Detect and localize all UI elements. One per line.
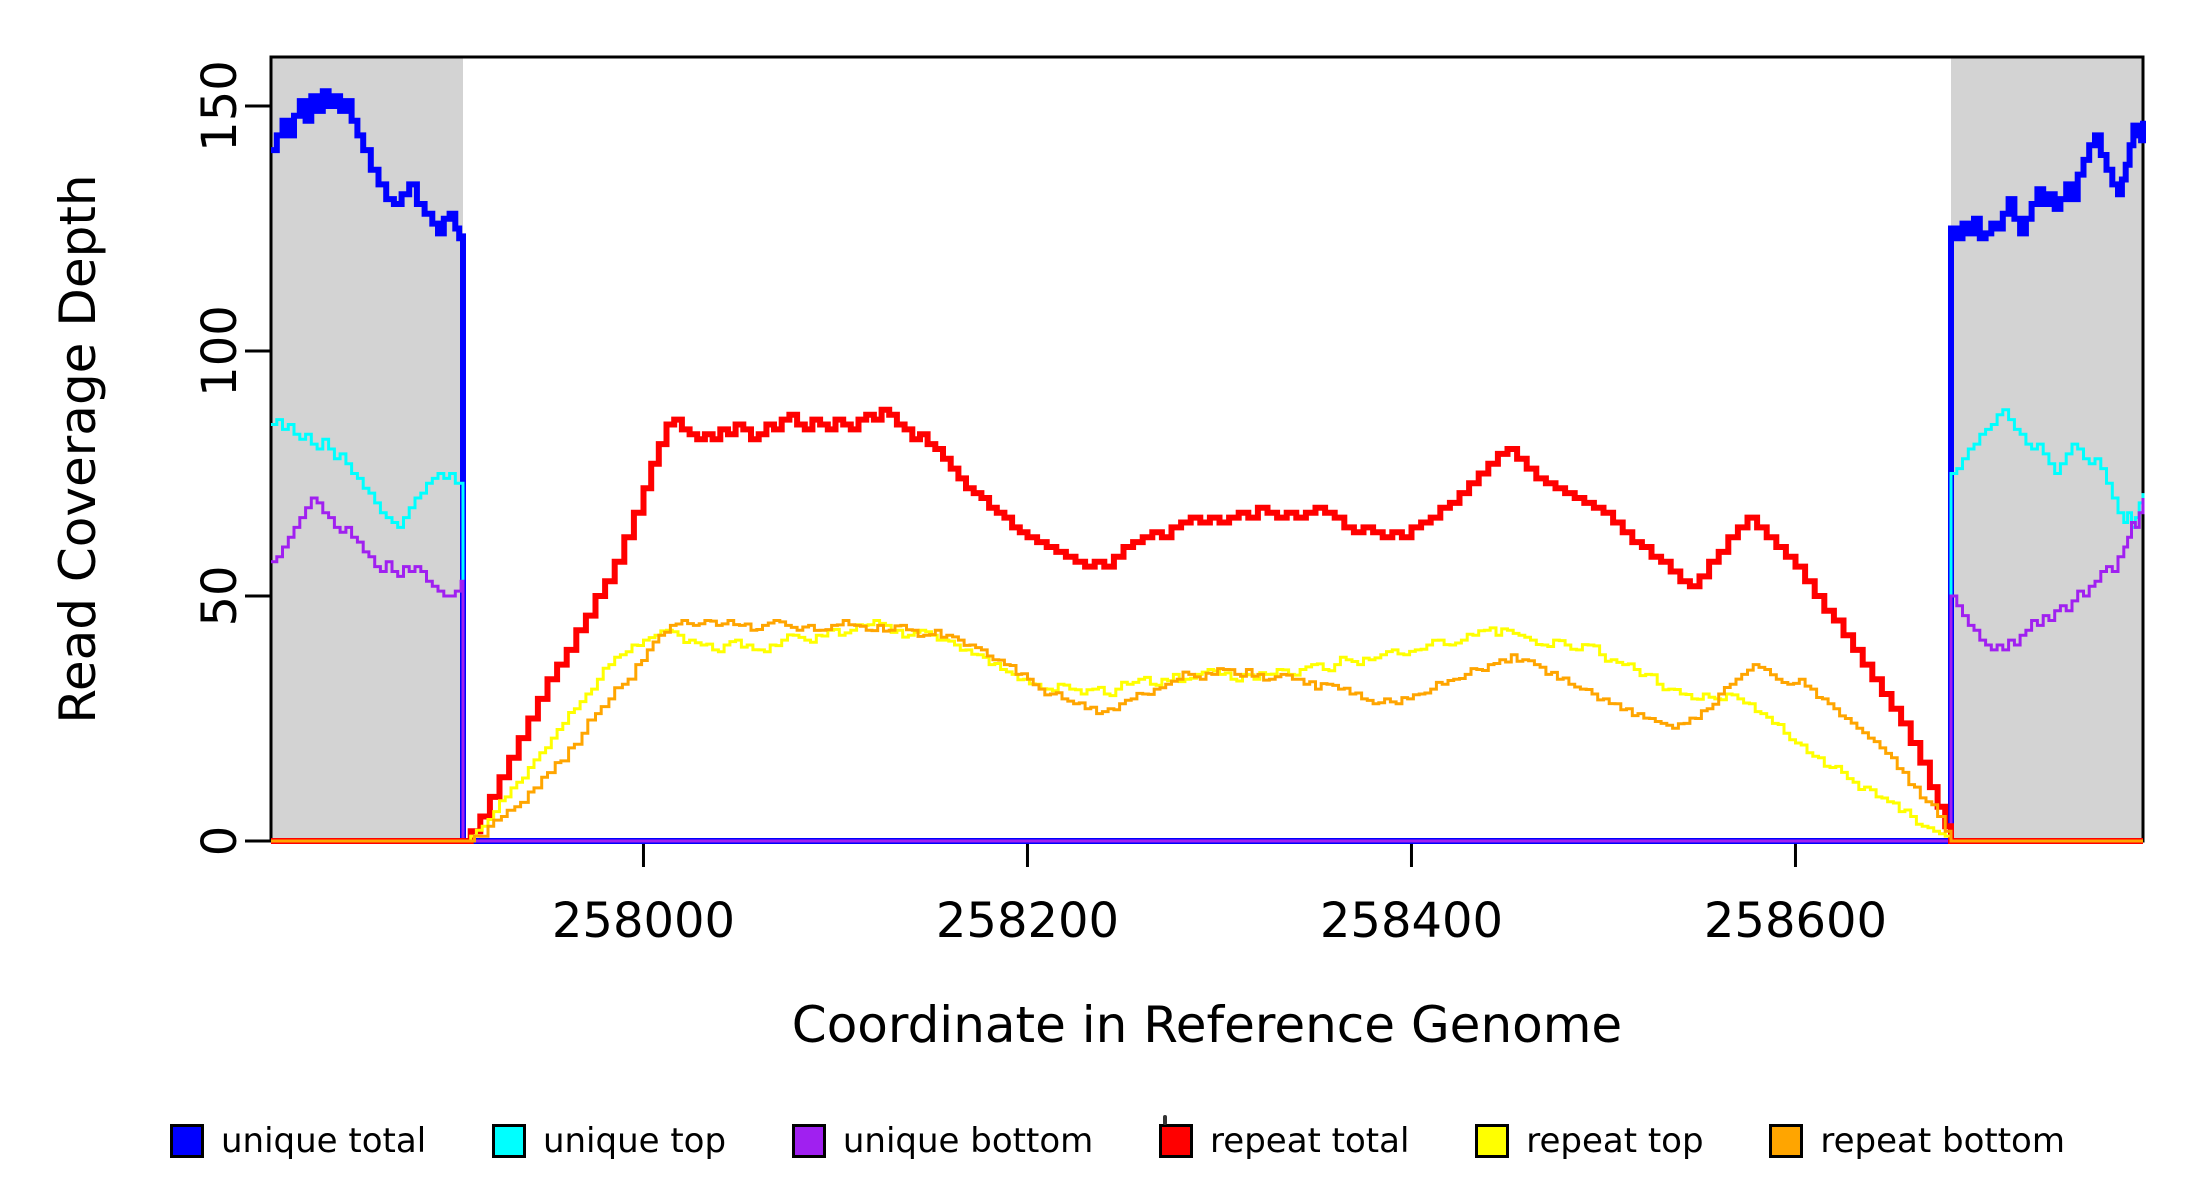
legend-swatch-icon bbox=[1475, 1124, 1510, 1158]
axis-ticks bbox=[245, 104, 1797, 867]
x-tick-label: 258200 bbox=[936, 893, 1119, 949]
legend-label: unique bottom bbox=[842, 1121, 1094, 1161]
shaded-region-right bbox=[1951, 57, 2143, 841]
series-lines bbox=[271, 88, 2146, 844]
legend-label: repeat total bbox=[1210, 1121, 1410, 1161]
series-line-unique-total bbox=[271, 88, 2146, 844]
shaded-regions bbox=[271, 57, 2143, 841]
y-tick-label: 0 bbox=[192, 826, 248, 857]
legend-item-repeat-total: repeat total bbox=[1159, 1121, 1409, 1161]
legend-item-repeat-top: repeat top bbox=[1475, 1121, 1704, 1161]
legend-label: unique top bbox=[542, 1121, 727, 1161]
legend-item-unique-total: unique total bbox=[170, 1121, 426, 1161]
series-line-repeat-top bbox=[271, 619, 2143, 843]
legend-swatch-icon bbox=[491, 1124, 526, 1158]
y-tick-label: 100 bbox=[192, 305, 248, 397]
x-tick-label: 258600 bbox=[1704, 893, 1887, 949]
y-axis-label: Read Coverage Depth bbox=[49, 174, 107, 723]
y-tick-label: 150 bbox=[192, 60, 248, 152]
x-tick-label: 258000 bbox=[552, 893, 735, 949]
legend-label: repeat top bbox=[1526, 1121, 1704, 1161]
stray-mark-artifact bbox=[1163, 1115, 1167, 1125]
series-line-repeat-bottom bbox=[271, 619, 2143, 843]
legend-item-unique-bottom: unique bottom bbox=[791, 1121, 1094, 1161]
x-tick-label: 258400 bbox=[1320, 893, 1503, 949]
legend-swatch-icon bbox=[1769, 1124, 1804, 1158]
legend-swatch-icon bbox=[1159, 1124, 1194, 1158]
legend: unique total unique top unique bottom repea… bbox=[170, 1106, 2065, 1176]
legend-item-unique-top: unique top bbox=[491, 1121, 727, 1161]
legend-item-repeat-bottom: repeat bottom bbox=[1769, 1121, 2065, 1161]
series-line-unique-top bbox=[271, 408, 2145, 843]
x-axis-label: Coordinate in Reference Genome bbox=[792, 996, 1622, 1054]
legend-swatch-icon bbox=[791, 1124, 826, 1158]
series-line-unique-bottom bbox=[271, 496, 2145, 843]
plot-border-box bbox=[269, 55, 2145, 843]
y-tick-label: 50 bbox=[192, 565, 248, 626]
series-line-repeat-total bbox=[271, 406, 2143, 844]
shaded-region-left bbox=[271, 57, 463, 841]
legend-label: unique total bbox=[221, 1121, 427, 1161]
axis-tick-labels: 258000 258200 258400 258600 0 50 100 150 bbox=[192, 60, 1887, 949]
legend-swatch-icon bbox=[170, 1124, 204, 1158]
legend-label: repeat bottom bbox=[1820, 1121, 2065, 1161]
